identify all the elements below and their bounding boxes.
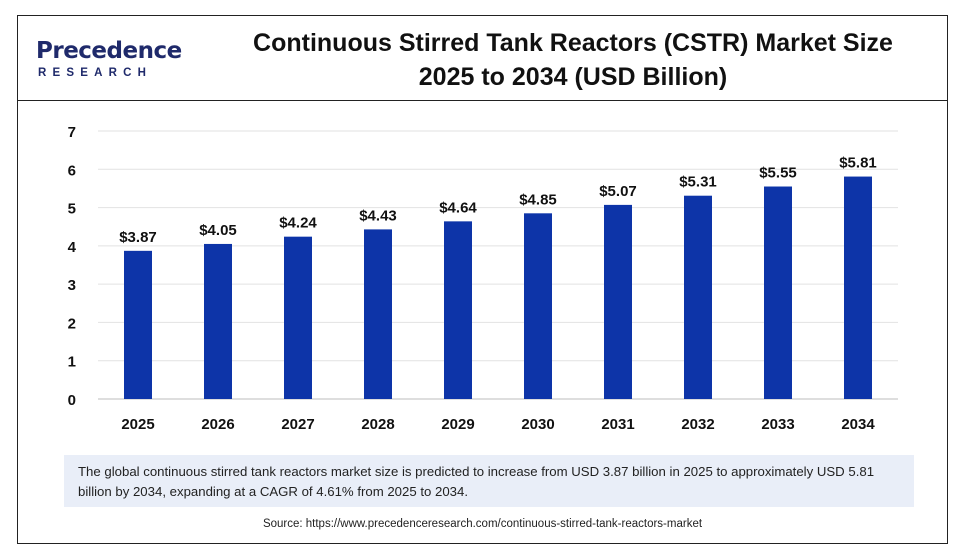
bar-chart: 0 1 2 3 4 5 6 7 $3.87 2025 $4.05 2026 $4.24 2027 $4.43…: [68, 124, 898, 433]
x-tick-label: 2027: [281, 416, 314, 433]
bar-value-label: $4.24: [279, 215, 317, 232]
source-citation: Source: https://www.precedenceresearch.c…: [262, 518, 703, 530]
bar: [524, 213, 552, 399]
summary-note: The global continuous stirred tank react…: [64, 455, 914, 507]
bar-value-label: $5.31: [679, 174, 717, 191]
company-logo: Precedence RESEARCH: [36, 38, 186, 88]
x-tick-label: 2030: [521, 416, 554, 433]
x-tick-label: 2025: [121, 416, 154, 433]
bar: [604, 204, 632, 399]
x-tick-label: 2034: [841, 416, 875, 433]
x-tick-label: 2028: [361, 416, 394, 433]
bar-value-label: $5.07: [599, 183, 637, 200]
bar: [844, 176, 872, 399]
bar: [124, 250, 152, 399]
bar: [284, 236, 312, 399]
bar-value-label: $4.05: [199, 222, 237, 239]
bar-value-label: $4.64: [439, 199, 477, 216]
chart-title: Continuous Stirred Tank Reactors (CSTR) …: [208, 26, 938, 94]
y-tick-label: 0: [68, 392, 76, 409]
bar: [764, 186, 792, 399]
bar: [444, 221, 472, 399]
bar: [364, 229, 392, 399]
y-tick-label: 6: [68, 162, 76, 179]
bar-value-label: $4.85: [519, 191, 557, 208]
x-tick-label: 2031: [601, 416, 634, 433]
x-tick-label: 2029: [441, 416, 474, 433]
bar-value-label: $3.87: [119, 229, 157, 246]
logo-tagline: RESEARCH: [38, 67, 153, 79]
x-tick-label: 2026: [201, 416, 234, 433]
y-tick-label: 3: [68, 277, 76, 294]
header: Precedence RESEARCH Continuous Stirred T…: [18, 16, 947, 101]
y-tick-label: 4: [68, 239, 77, 256]
chart-card: Precedence RESEARCH Continuous Stirred T…: [17, 15, 948, 544]
y-tick-label: 1: [68, 354, 76, 371]
chart-title-line-2: 2025 to 2034 (USD Billion): [418, 63, 728, 91]
x-tick-label: 2033: [761, 416, 794, 433]
x-tick-label: 2032: [681, 416, 714, 433]
bar: [684, 195, 712, 399]
bar-value-label: $5.55: [759, 165, 797, 182]
bar-value-label: $5.81: [839, 155, 877, 172]
logo-wordmark: Precedence: [36, 38, 182, 64]
bar-value-label: $4.43: [359, 207, 397, 224]
y-tick-label: 5: [68, 201, 76, 218]
bar: [204, 243, 232, 399]
y-tick-label: 7: [68, 124, 76, 141]
y-tick-label: 2: [68, 315, 76, 332]
chart-title-line-1: Continuous Stirred Tank Reactors (CSTR) …: [253, 29, 893, 57]
